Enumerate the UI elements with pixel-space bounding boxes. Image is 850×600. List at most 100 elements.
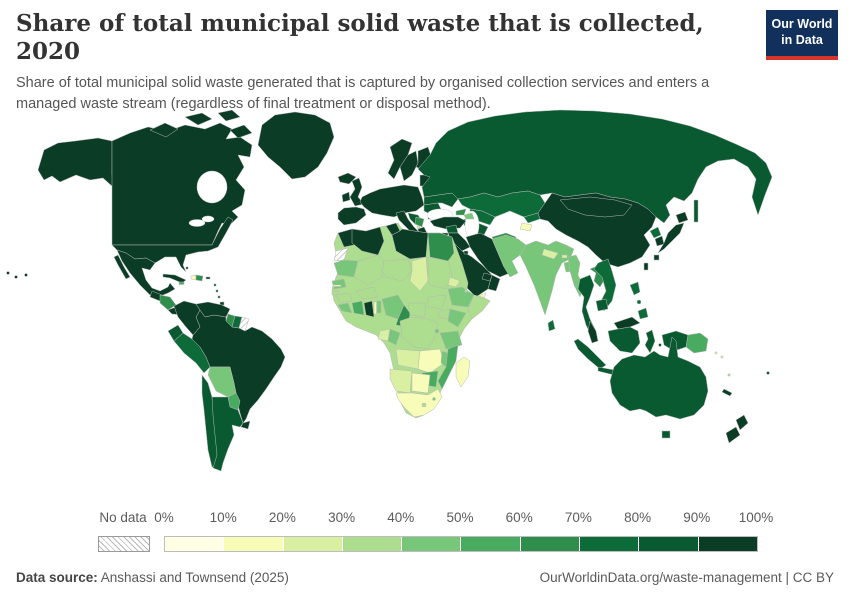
country-tasmania[interactable]	[661, 430, 671, 439]
country-burkina-faso[interactable]	[355, 286, 379, 300]
country-vietnam[interactable]	[593, 258, 617, 312]
footer-link[interactable]: OurWorldinData.org/waste-management | CC…	[539, 570, 834, 585]
country-benin[interactable]	[376, 300, 382, 314]
country-sulawesi[interactable]	[644, 329, 656, 354]
country-moluccas-1[interactable]	[658, 343, 662, 347]
country-egypt[interactable]	[427, 232, 455, 262]
country-lesser-antilles-1[interactable]	[213, 283, 217, 287]
no-data-swatch[interactable]	[98, 536, 150, 552]
country-eswatini[interactable]	[432, 397, 436, 401]
country-serbia-bosnia[interactable]	[414, 216, 425, 228]
world-choropleth-map[interactable]	[0, 105, 850, 505]
owid-logo[interactable]: Our World in Data	[766, 10, 838, 61]
country-canada-arctic-3[interactable]	[217, 109, 241, 122]
country-lesser-antilles-2[interactable]	[215, 289, 219, 293]
country-bhutan[interactable]	[561, 254, 568, 259]
country-nepal[interactable]	[541, 248, 559, 260]
legend-swatch[interactable]	[520, 537, 580, 551]
country-sumatra[interactable]	[573, 338, 607, 370]
country-french-guiana[interactable]	[238, 316, 250, 332]
country-haiti[interactable]	[190, 274, 197, 281]
country-madagascar[interactable]	[455, 356, 471, 388]
country-uganda[interactable]	[437, 308, 451, 320]
legend-swatch[interactable]	[342, 537, 402, 551]
country-colombia[interactable]	[173, 300, 201, 336]
legend-color-bar[interactable]	[164, 536, 758, 552]
country-ireland[interactable]	[341, 191, 351, 203]
country-algeria[interactable]	[351, 226, 385, 256]
country-kalimantan[interactable]	[607, 326, 641, 354]
country-japan-kyushu[interactable]	[653, 254, 660, 261]
legend-swatch[interactable]	[224, 537, 283, 551]
country-uruguay[interactable]	[240, 420, 251, 430]
country-malaysia[interactable]	[587, 320, 599, 344]
country-venezuela[interactable]	[195, 301, 231, 318]
country-canada[interactable]	[111, 122, 253, 246]
country-niger[interactable]	[381, 258, 413, 282]
country-south-africa[interactable]	[395, 388, 443, 418]
country-lesotho[interactable]	[421, 402, 427, 408]
country-chad[interactable]	[409, 256, 429, 292]
country-sudan[interactable]	[427, 256, 453, 290]
country-kenya[interactable]	[447, 308, 467, 328]
country-puerto-rico[interactable]	[205, 276, 211, 280]
country-cote-divoire[interactable]	[351, 300, 365, 316]
country-lesser-antilles-3[interactable]	[217, 295, 221, 299]
country-guinea-bissau[interactable]	[331, 290, 339, 296]
legend-swatch[interactable]	[639, 537, 698, 551]
country-philippines-mindanao[interactable]	[637, 307, 649, 320]
country-somalia[interactable]	[467, 294, 491, 320]
country-mexico[interactable]	[116, 249, 176, 298]
country-botswana[interactable]	[411, 372, 431, 394]
country-mali[interactable]	[353, 254, 385, 286]
country-argentina[interactable]	[211, 396, 244, 472]
country-dr-congo[interactable]	[399, 316, 439, 350]
hawaii-2[interactable]	[14, 275, 18, 279]
country-jamaica[interactable]	[178, 281, 185, 285]
country-mozambique[interactable]	[437, 344, 459, 390]
country-sakhalin[interactable]	[693, 199, 699, 223]
country-solomon-2[interactable]	[720, 355, 724, 359]
hawaii-3[interactable]	[24, 273, 28, 277]
country-south-korea[interactable]	[654, 235, 665, 247]
country-pakistan[interactable]	[491, 234, 527, 278]
legend-swatch[interactable]	[698, 537, 757, 551]
country-alaska[interactable]	[37, 137, 121, 188]
country-montenegro[interactable]	[416, 225, 420, 229]
country-south-sudan[interactable]	[427, 294, 447, 310]
country-iceland[interactable]	[337, 172, 357, 185]
country-car[interactable]	[407, 302, 427, 318]
country-namibia[interactable]	[389, 368, 413, 394]
country-europe-core[interactable]	[359, 184, 425, 218]
country-sierra-leone-liberia[interactable]	[337, 302, 353, 314]
country-iberia[interactable]	[337, 206, 367, 226]
country-senegal[interactable]	[331, 278, 347, 290]
country-india[interactable]	[519, 240, 575, 316]
legend-swatch[interactable]	[165, 537, 224, 551]
country-sweden[interactable]	[399, 150, 419, 182]
country-cuba[interactable]	[162, 273, 187, 284]
country-ghana[interactable]	[363, 300, 375, 318]
country-eritrea[interactable]	[447, 276, 461, 288]
country-philippines-luzon[interactable]	[629, 281, 641, 296]
country-rwanda-burundi[interactable]	[434, 328, 440, 334]
country-canada-arctic-1[interactable]	[149, 122, 179, 138]
country-oman[interactable]	[487, 274, 501, 292]
country-solomon-1[interactable]	[714, 351, 718, 355]
country-malaysia-borneo[interactable]	[613, 316, 641, 330]
legend-swatch[interactable]	[580, 537, 639, 551]
country-georgia[interactable]	[455, 208, 467, 216]
country-japan-honshu[interactable]	[657, 222, 685, 254]
country-tanzania[interactable]	[439, 330, 463, 350]
country-fiji[interactable]	[766, 371, 770, 375]
country-bahamas[interactable]	[185, 266, 189, 270]
country-togo[interactable]	[373, 301, 377, 315]
legend-swatch[interactable]	[402, 537, 461, 551]
country-turkey[interactable]	[429, 216, 467, 230]
country-djibouti[interactable]	[464, 289, 468, 293]
country-north-korea[interactable]	[649, 226, 662, 239]
hawaii-1[interactable]	[6, 271, 10, 275]
country-zambia[interactable]	[417, 348, 445, 374]
legend-swatch[interactable]	[283, 537, 342, 551]
country-canada-arctic-4[interactable]	[229, 124, 253, 139]
